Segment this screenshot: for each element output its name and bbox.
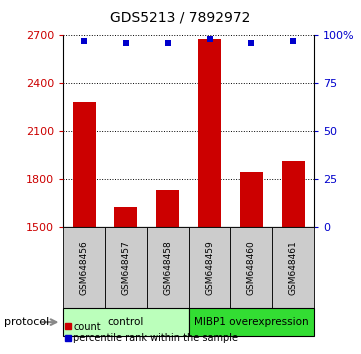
- Bar: [240, 172, 263, 227]
- Bar: [272, 227, 314, 308]
- Bar: [156, 190, 179, 227]
- Bar: [230, 227, 272, 308]
- Text: MIBP1 overexpression: MIBP1 overexpression: [194, 317, 309, 327]
- Bar: [198, 39, 221, 227]
- Text: GDS5213 / 7892972: GDS5213 / 7892972: [110, 11, 251, 25]
- Bar: [63, 227, 105, 308]
- Text: GSM648460: GSM648460: [247, 240, 256, 295]
- Point: [290, 38, 296, 44]
- Bar: [114, 207, 138, 227]
- Bar: [188, 308, 314, 336]
- Point: [165, 40, 171, 46]
- Point: [81, 38, 87, 44]
- Bar: [188, 227, 230, 308]
- Bar: [147, 227, 188, 308]
- Text: GSM648457: GSM648457: [121, 240, 130, 295]
- Text: GSM648458: GSM648458: [163, 240, 172, 295]
- Bar: [105, 227, 147, 308]
- Point: [206, 36, 212, 42]
- Text: GSM648461: GSM648461: [289, 240, 298, 295]
- Bar: [282, 161, 305, 227]
- Point: [123, 40, 129, 46]
- Legend: count, percentile rank within the sample: count, percentile rank within the sample: [61, 318, 242, 347]
- Bar: [73, 102, 96, 227]
- Point: [248, 40, 254, 46]
- Text: protocol: protocol: [4, 317, 49, 327]
- Text: GSM648459: GSM648459: [205, 240, 214, 295]
- Bar: [63, 308, 188, 336]
- Text: GSM648456: GSM648456: [79, 240, 88, 295]
- Text: control: control: [108, 317, 144, 327]
